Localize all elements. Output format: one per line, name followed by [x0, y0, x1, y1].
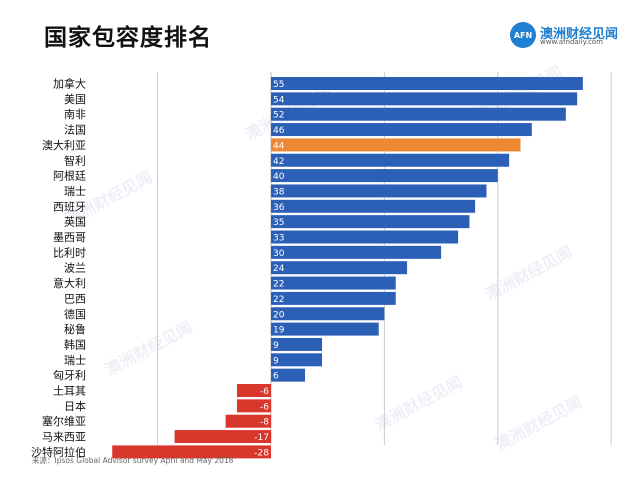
data-label: 36: [273, 203, 285, 213]
bar: [271, 199, 476, 213]
data-label: 42: [273, 157, 284, 167]
data-label: 22: [273, 280, 284, 290]
data-label: 38: [273, 187, 285, 197]
bar: [271, 291, 396, 305]
bar: [271, 245, 442, 259]
category-label: 土耳其: [53, 385, 86, 398]
data-label: -6: [260, 402, 269, 412]
category-label: 德国: [64, 307, 86, 321]
data-label: -28: [254, 448, 269, 458]
category-label: 日本: [64, 399, 86, 413]
chart-title: 国家包容度排名: [44, 25, 212, 51]
data-label: -17: [254, 433, 269, 443]
bar: [271, 123, 532, 137]
category-label: 阿根廷: [53, 169, 86, 183]
bar: [225, 414, 271, 428]
data-label: 22: [273, 295, 284, 305]
bar: [271, 107, 566, 121]
category-label: 法国: [64, 123, 86, 137]
source-note: 来源：Ipsos Global Advisor survey April and…: [32, 456, 234, 465]
category-label: 秘鲁: [64, 322, 86, 336]
data-label: 40: [273, 172, 285, 182]
category-label: 比利时: [53, 246, 86, 259]
data-label: 46: [273, 126, 285, 136]
bar: [271, 322, 379, 336]
bar: [271, 276, 396, 290]
data-label: 20: [273, 310, 285, 320]
category-label: 沙特阿拉伯: [31, 445, 86, 459]
data-label: 6: [273, 372, 279, 382]
category-label: 韩国: [64, 337, 86, 351]
bar: [271, 215, 470, 229]
data-label: 19: [273, 326, 285, 336]
bar: [271, 138, 521, 152]
category-label: 波兰: [64, 262, 86, 275]
bar: [271, 169, 498, 183]
category-label: 加拿大: [53, 77, 86, 91]
category-label: 美国: [64, 93, 86, 106]
bar: [271, 337, 323, 351]
bar: [112, 445, 272, 459]
data-label: 55: [273, 80, 284, 90]
data-label: 30: [273, 249, 285, 259]
bar: [271, 184, 487, 198]
brand-name: 澳洲财经见闻: [540, 27, 619, 42]
category-label: 瑞士: [64, 184, 86, 198]
category-label: 巴西: [64, 292, 86, 305]
category-label: 英国: [64, 215, 86, 229]
category-label: 瑞士: [64, 353, 86, 367]
data-label: 44: [273, 141, 285, 151]
bar: [271, 307, 385, 321]
category-label: 西班牙: [53, 200, 86, 213]
bar: [271, 77, 583, 90]
bar: [271, 368, 306, 382]
bar: [271, 261, 408, 275]
data-label: 33: [273, 234, 284, 244]
data-label: -8: [260, 418, 269, 428]
category-label: 塞尔维亚: [42, 414, 86, 428]
category-label: 澳大利亚: [42, 138, 86, 152]
category-label: 意大利: [53, 276, 86, 290]
category-label: 匈牙利: [53, 368, 86, 382]
category-label: 马来西亚: [42, 431, 86, 444]
data-label: 54: [273, 95, 285, 105]
afn-logo-icon: AFN: [510, 22, 536, 48]
bar: [271, 230, 459, 244]
category-label: 南非: [64, 108, 86, 121]
bar: [236, 399, 271, 413]
data-label: 9: [273, 356, 279, 366]
data-label: 9: [273, 341, 279, 351]
bar: [174, 430, 271, 444]
bar: [271, 153, 510, 167]
data-label: 24: [273, 264, 285, 274]
bar: [271, 92, 578, 106]
data-label: 52: [273, 111, 284, 121]
category-label: 智利: [64, 153, 86, 167]
data-label: 35: [273, 218, 284, 228]
bar: [271, 353, 323, 367]
category-label: 墨西哥: [53, 231, 86, 244]
bar: [236, 384, 271, 397]
brand-url: www.afndaily.com: [540, 38, 603, 46]
data-label: -6: [260, 387, 269, 397]
